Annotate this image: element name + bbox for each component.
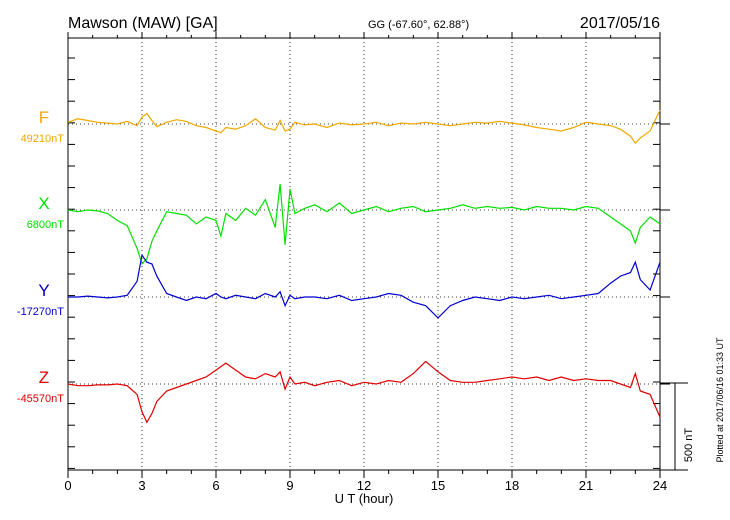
series-line-x	[67, 183, 661, 266]
axis-ticks	[67, 32, 661, 478]
x-tick-label: 0	[64, 478, 71, 493]
x-tick-label: 12	[357, 478, 371, 493]
series-lines	[67, 109, 661, 424]
series-labels: F 49210nT X 6800nT Y -17270nT Z -45570nT	[17, 108, 64, 405]
x-tick-label: 18	[505, 478, 519, 493]
series-baseline-value-y: -17270nT	[17, 306, 64, 318]
series-line-z	[67, 360, 661, 424]
plotted-timestamp: Plotted at 2017/06/16 01:33 UT	[715, 337, 725, 463]
x-tick-label: 15	[431, 478, 445, 493]
x-axis-label: U T (hour)	[335, 491, 394, 506]
series-name-y: Y	[38, 281, 49, 300]
series-name-z: Z	[39, 368, 49, 387]
series-line-f	[67, 109, 661, 145]
station-coordinates: GG (-67.60°, 62.88°)	[368, 19, 469, 31]
series-baseline-value-f: 49210nT	[21, 133, 65, 145]
scale-bar	[660, 382, 688, 471]
series-baseline-value-x: 6800nT	[27, 219, 65, 231]
x-tick-label: 21	[579, 478, 593, 493]
vertical-gridlines	[141, 38, 587, 470]
series-line-y	[68, 253, 661, 319]
x-tick-label: 24	[653, 478, 667, 493]
x-tick-label: 6	[212, 478, 219, 493]
baselines	[68, 123, 670, 385]
x-tick-labels: 0 3 6 9 12 15 18 21 24	[64, 478, 667, 493]
x-tick-label: 3	[138, 478, 145, 493]
scale-bar-label: 500 nT	[683, 428, 695, 463]
chart-title: Mawson (MAW) [GA]	[68, 15, 218, 32]
series-name-f: F	[39, 108, 49, 127]
x-tick-label: 9	[286, 478, 293, 493]
chart-date: 2017/05/16	[580, 15, 660, 32]
series-name-x: X	[38, 194, 49, 213]
series-baseline-value-z: -45570nT	[17, 393, 64, 405]
